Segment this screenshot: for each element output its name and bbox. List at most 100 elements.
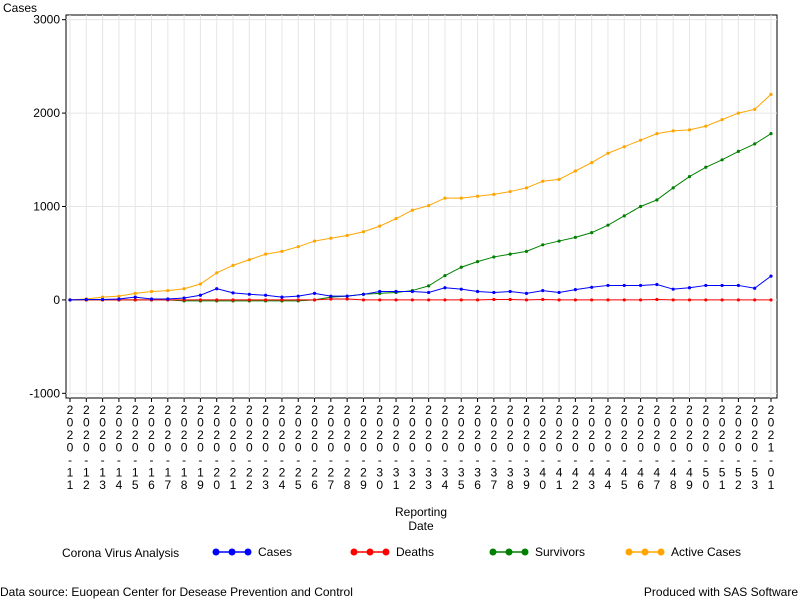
data-point [410,289,414,294]
x-tick-label: 2 0 2 0 -1 7 [164,403,171,492]
data-point [378,298,382,302]
data-point [345,233,349,238]
data-point [443,286,447,290]
data-point [410,298,414,302]
data-point [231,263,235,267]
x-tick-label: 2 0 2 0 -3 7 [491,403,498,492]
data-point [573,235,577,239]
data-point [671,298,675,302]
data-point [459,298,463,302]
data-point [394,217,398,221]
data-point [475,298,480,302]
data-point [312,239,317,243]
data-point [475,260,480,264]
x-tick-label: 2 0 2 0 -4 4 [605,403,612,492]
legend-swatch-dot [489,548,497,556]
data-point [492,290,496,295]
legend-item-active-cases: Active Cases [625,545,741,559]
x-tick-label: 2 0 2 0 -3 2 [409,403,416,492]
data-point [541,243,545,247]
legend: Corona Virus Analysis Cases Deaths Survivo… [62,545,741,560]
data-point [736,149,740,153]
data-point [215,287,219,291]
x-tick-label: 2 0 2 0 -3 6 [474,403,481,492]
data-point [573,288,577,292]
data-point [443,274,447,278]
x-tick-label: 2 0 2 0 -4 5 [621,403,628,492]
data-point [329,294,333,298]
legend-swatch-dot [228,548,236,556]
x-tick-label: 2 0 2 0 -2 6 [311,403,318,492]
data-point [361,230,366,234]
data-point [638,138,643,142]
legend-swatch-dot [505,548,513,556]
legend-label: Deaths [396,545,434,559]
data-point [427,298,431,302]
data-point [312,291,317,295]
x-tick-label: 2 0 2 0 -3 0 [376,403,383,492]
data-point [524,186,529,190]
legend-item-cases: Cases [212,545,292,559]
data-point [753,286,757,290]
data-point [573,169,577,173]
data-point [166,288,170,293]
data-point [443,298,447,302]
data-point [557,298,561,302]
data-point [524,249,529,253]
data-point [736,298,740,302]
data-point [247,298,251,302]
x-tick-label: 2 0 2 0 -1 3 [99,403,106,492]
data-point [655,198,659,202]
data-point [133,291,137,295]
data-point [410,208,414,212]
data-point [492,192,496,196]
legend-item-survivors: Survivors [489,545,585,559]
data-point [475,194,480,198]
data-point [524,298,529,302]
data-point [345,297,349,301]
data-point [590,231,594,235]
data-point [622,145,626,149]
data-point [296,298,300,302]
x-tick-label: 2 0 2 0 -2 5 [295,403,302,492]
data-point [133,295,137,299]
x-tick-label: 2 0 2 0 -3 9 [523,403,530,492]
data-point [606,298,610,302]
x-tick-label: 2 0 2 0 -1 9 [197,403,204,492]
data-point [720,283,724,288]
x-tick-label: 2 0 2 0 -3 1 [393,403,400,492]
data-point [394,298,398,302]
x-tick-label: 2 0 2 0 -4 7 [654,403,661,492]
data-point [84,297,88,302]
data-point [492,297,496,302]
data-point [590,285,594,289]
data-point [198,282,203,286]
data-point [606,223,610,227]
data-point [638,204,643,209]
x-tick-label: 2 0 2 0 -1 6 [148,403,155,492]
data-point [671,129,675,133]
data-point [687,286,692,290]
x-tick-label: 2 0 2 0 -1 1 [67,403,74,492]
legend-title: Corona Virus Analysis [62,546,179,560]
x-tick-label: 2 0 2 0 -5 0 [702,403,709,492]
data-point [166,297,170,301]
series-line [70,298,771,301]
x-tick-label: 2 0 2 0 -1 5 [132,403,139,492]
data-point [671,186,675,190]
grid [66,15,777,398]
data-point [443,196,447,200]
legend-label: Survivors [535,545,585,559]
data-point [557,290,561,295]
data-point [704,124,708,128]
series-line [69,94,772,301]
legend-label: Active Cases [671,545,741,559]
x-tick-label: 2 0 2 0 -1 8 [181,403,188,492]
y-tick-label: 0 [53,293,60,307]
data-point [622,298,626,302]
y-tick-label: -1000 [29,386,60,400]
data-point [541,288,545,293]
x-tick-label: 2 0 2 0 -5 3 [751,403,758,492]
y-axis-label: Cases [3,1,37,15]
data-point [101,295,105,299]
